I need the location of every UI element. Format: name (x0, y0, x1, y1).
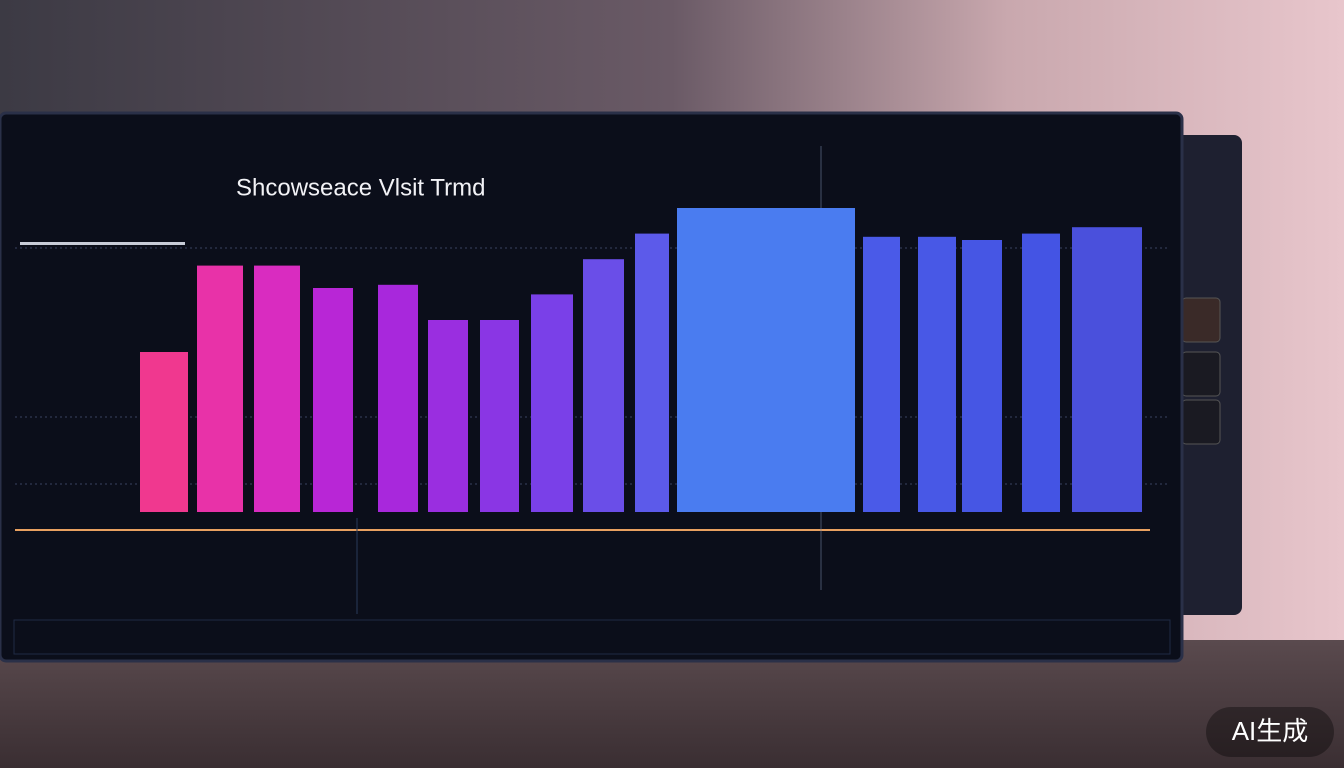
sidebar-item (20, 242, 185, 245)
watermark-badge (1206, 707, 1334, 757)
bar (583, 259, 624, 512)
watermark: AI生成 (1232, 716, 1309, 746)
side-button[interactable] (1181, 297, 1221, 343)
bar (428, 320, 468, 512)
bar (378, 284, 418, 512)
footer-bar (13, 619, 1171, 655)
bar (254, 265, 300, 512)
bar (863, 236, 900, 513)
bar (635, 233, 669, 512)
side-button[interactable] (1181, 351, 1221, 397)
bar (1072, 227, 1142, 512)
bar (313, 288, 353, 512)
side-button[interactable] (1181, 399, 1221, 445)
bar (531, 294, 573, 512)
bar (918, 236, 956, 513)
bar (1022, 233, 1060, 512)
bar (197, 265, 243, 512)
bar (140, 352, 188, 512)
chart-title: Shcowseace Vlsit Trmd (236, 174, 485, 201)
bars (140, 208, 1142, 513)
bar (677, 208, 855, 512)
bar (480, 320, 519, 512)
bar (962, 240, 1002, 512)
